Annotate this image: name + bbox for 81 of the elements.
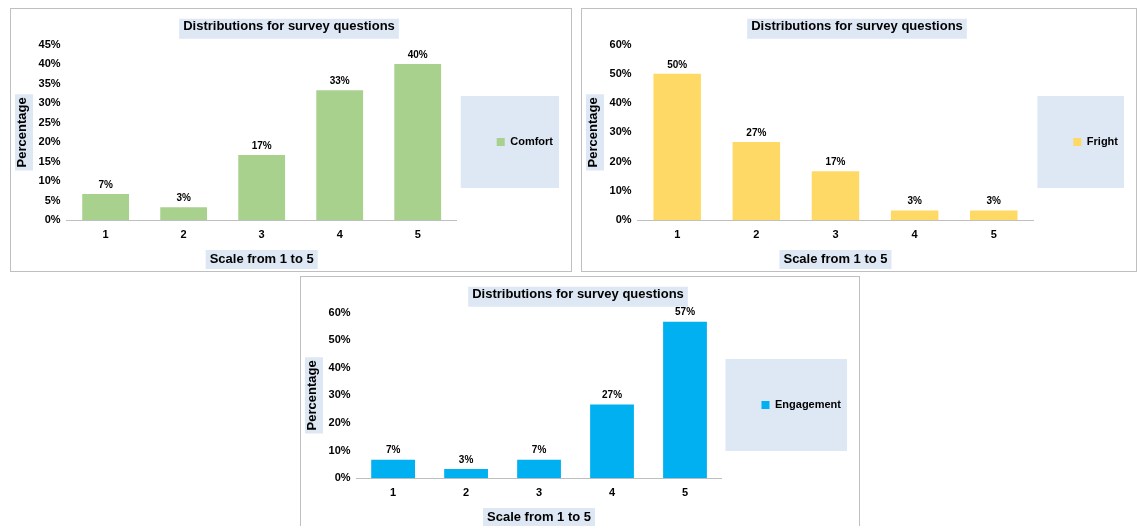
x-tick-label: 2 [463,485,470,498]
legend-label: Engagement [774,398,842,411]
x-axis-title: Scale from 1 to 5 [783,250,888,266]
x-tick-label: 3 [258,227,265,240]
bar [444,469,488,479]
bar [970,210,1018,221]
y-tick-label: 50% [609,66,632,79]
x-axis-title: Scale from 1 to 5 [209,250,314,266]
data-label: 7% [385,444,401,456]
bar [590,404,634,479]
bar [653,73,701,221]
bar [394,64,442,221]
y-tick-label: 15% [38,154,61,167]
x-tick-label: 5 [681,485,689,498]
data-label: 57% [674,306,696,318]
x-tick-label: 4 [336,227,344,240]
x-tick-label: 4 [608,485,616,498]
x-tick-label: 1 [390,485,397,498]
y-tick-label: 60% [609,37,632,50]
bar [238,155,286,221]
y-tick-label: 5% [44,193,61,206]
data-label: 17% [251,139,272,151]
data-label: 33% [329,75,350,87]
bar [811,171,860,221]
y-tick-label: 0% [44,213,61,226]
y-tick-label: 35% [38,76,61,89]
y-tick-label: 0% [334,471,351,484]
data-label: 27% [602,389,623,401]
y-axis-title: Percentage [14,97,30,168]
x-tick-label: 3 [535,485,543,498]
y-tick-label: 60% [328,305,351,318]
legend-label: Comfort [510,135,554,148]
y-tick-label: 20% [38,135,61,148]
data-label: 3% [907,195,922,207]
x-tick-label: 2 [180,227,187,240]
x-axis-title: Scale from 1 to 5 [487,508,592,524]
y-tick-label: 25% [38,115,61,128]
y-tick-label: 30% [609,125,632,138]
y-tick-label: 40% [38,57,61,70]
x-tick-label: 2 [753,227,760,240]
chart-title: Distributions for survey questions [183,18,395,34]
x-tick-label: 5 [990,227,997,240]
y-tick-label: 30% [328,388,351,401]
data-label: 27% [746,126,767,138]
y-tick-label: 45% [38,37,61,50]
x-tick-label: 5 [414,227,421,240]
data-label: 3% [986,195,1002,207]
data-label: 17% [825,156,846,168]
chart-title: Distributions for survey questions [751,18,963,34]
data-label: 40% [407,48,428,60]
x-tick-label: 3 [832,227,839,240]
bar [517,459,561,479]
legend-label: Fright [1086,135,1119,148]
y-tick-label: 40% [609,96,632,109]
y-tick-label: 30% [38,96,61,109]
chart-title: Distributions for survey questions [472,286,684,302]
y-tick-label: 20% [328,416,351,429]
y-tick-label: 0% [615,213,632,226]
data-label: 3% [458,453,474,465]
x-tick-label: 1 [674,227,681,240]
x-tick-label: 1 [102,227,109,240]
y-tick-label: 20% [609,154,632,167]
y-tick-label: 10% [328,443,351,456]
bar [316,90,364,221]
y-axis-title: Percentage [585,97,601,168]
data-label: 3% [176,192,191,204]
x-tick-label: 4 [911,227,919,240]
data-label: 7% [98,178,113,190]
bar [82,194,130,221]
y-tick-label: 40% [328,360,351,373]
y-tick-label: 10% [609,183,632,196]
y-tick-label: 10% [38,174,61,187]
bar [160,207,208,221]
bar [663,321,707,479]
data-label: 50% [667,58,688,70]
data-label: 7% [531,444,547,456]
y-tick-label: 50% [328,333,351,346]
bar [371,459,415,479]
y-axis-title: Percentage [304,360,320,431]
bar [732,142,781,221]
bar [890,210,939,221]
